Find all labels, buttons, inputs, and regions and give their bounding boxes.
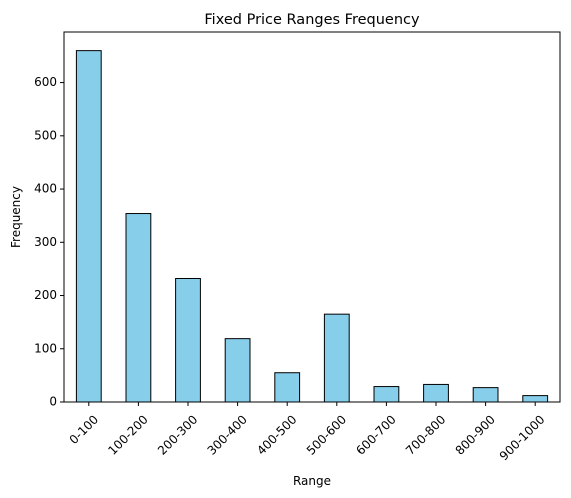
- bar-0-100: [75, 50, 102, 403]
- bar-700-800: [423, 383, 449, 403]
- bars-group: [75, 50, 549, 403]
- y-tick-label: 500: [34, 128, 57, 142]
- y-tick-label: 300: [34, 235, 57, 249]
- bar-800-900: [472, 387, 499, 403]
- y-tick-label: 100: [34, 341, 57, 355]
- bar-300-400: [224, 338, 251, 403]
- bar-200-300: [175, 277, 201, 403]
- y-tick-label: 400: [34, 182, 57, 196]
- bar-500-600: [323, 313, 350, 403]
- plot-frame: [63, 31, 561, 403]
- y-tick-label: 200: [34, 288, 57, 302]
- x-axis-title: Range: [293, 474, 331, 488]
- y-tick-label: 0: [49, 395, 57, 409]
- y-axis: 0 100 200 300 400 500 600: [34, 75, 64, 409]
- y-tick-label: 600: [34, 75, 57, 89]
- chart-title: Fixed Price Ranges Frequency: [204, 12, 420, 28]
- bar-900-1000: [522, 395, 549, 403]
- bar-600-700: [373, 386, 400, 403]
- y-axis-title: Frequency: [9, 186, 23, 248]
- bar-400-500: [274, 372, 301, 403]
- bar-100-200: [125, 213, 152, 403]
